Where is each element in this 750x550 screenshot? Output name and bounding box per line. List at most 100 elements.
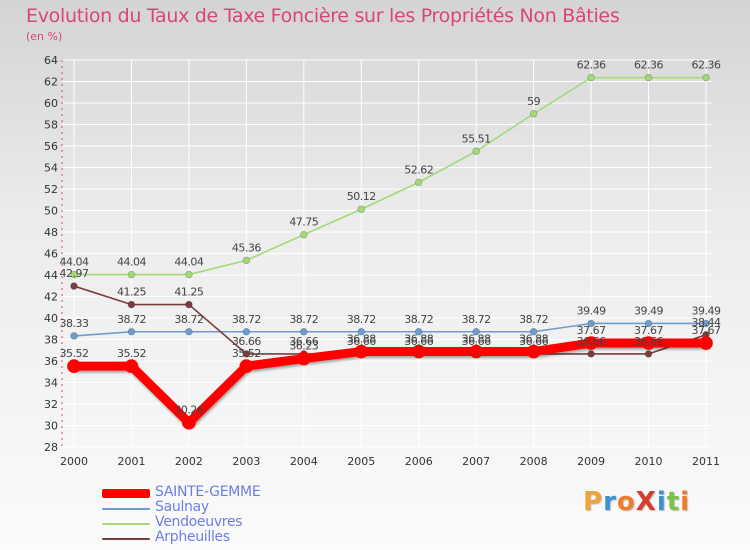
y-tick-label: 44 <box>44 269 58 282</box>
y-tick-label: 64 <box>44 54 58 67</box>
y-tick-label: 46 <box>44 248 58 261</box>
data-label: 36.66 <box>347 335 376 348</box>
data-label: 38.72 <box>232 313 261 326</box>
data-label: 37.67 <box>577 324 606 337</box>
data-point <box>411 344 426 359</box>
y-tick-label: 54 <box>44 162 58 175</box>
data-point <box>644 350 653 358</box>
x-tick-label: 2002 <box>175 455 203 468</box>
data-point <box>242 328 251 336</box>
data-label: 36.88 <box>347 333 376 346</box>
axes: 28 30 32 34 36 38 40 42 44 46 48 50 52 54 56 58 60 62 64 20… <box>44 54 720 468</box>
data-label: 62.36 <box>692 59 721 72</box>
data-label: 36.88 <box>462 333 491 346</box>
data-label: 35.52 <box>232 347 261 360</box>
y-tick-label: 60 <box>44 97 58 110</box>
data-label: 38.72 <box>117 313 146 326</box>
data-label: 35.52 <box>117 347 146 360</box>
x-tick-label: 2007 <box>462 455 490 468</box>
data-label: 39.49 <box>692 304 721 317</box>
data-label: 62.36 <box>634 59 663 72</box>
data-label: 38.72 <box>404 313 433 326</box>
data-label: 36.66 <box>289 335 318 348</box>
data-point <box>529 328 538 336</box>
logo-letter: r <box>603 487 617 517</box>
legend-swatch <box>102 523 150 525</box>
data-label: 38.44 <box>692 316 721 329</box>
data-label: 38.33 <box>60 317 89 330</box>
data-point <box>185 300 193 309</box>
data-point <box>296 351 311 366</box>
data-label: 39.49 <box>577 304 606 317</box>
data-point <box>469 344 484 359</box>
x-tick-label: 2010 <box>635 455 663 468</box>
data-label: 38.72 <box>289 313 318 326</box>
data-label: 39.49 <box>634 304 663 317</box>
logo-letter: X <box>635 487 657 517</box>
data-point <box>414 328 423 336</box>
data-label: 35.52 <box>60 347 89 360</box>
series-line <box>69 338 711 428</box>
series-line <box>73 322 707 337</box>
y-tick-label: 52 <box>44 183 58 196</box>
data-label: 36.88 <box>519 333 548 346</box>
data-label: 36.66 <box>577 335 606 348</box>
logo-letter: i <box>656 487 667 517</box>
data-point <box>182 415 196 430</box>
data-label: 36.66 <box>462 335 491 348</box>
data-point <box>584 336 598 350</box>
legend-swatch <box>102 538 150 540</box>
data-point <box>472 328 480 336</box>
data-point <box>67 359 81 374</box>
x-tick-label: 2004 <box>290 455 318 468</box>
data-label: 38.72 <box>174 313 203 326</box>
data-label: 30.26 <box>174 404 203 417</box>
data-point <box>702 319 710 328</box>
y-tick-label: 36 <box>44 355 58 368</box>
y-tick-label: 28 <box>44 441 58 454</box>
data-point <box>70 270 78 279</box>
data-point <box>526 344 541 359</box>
data-point <box>70 332 78 340</box>
data-label: 50.12 <box>347 190 376 203</box>
data-point <box>242 350 251 358</box>
x-tick-label: 2003 <box>232 455 260 468</box>
data-point <box>300 328 308 336</box>
data-label: 36.66 <box>232 335 261 348</box>
data-label: 37.67 <box>634 324 663 337</box>
y-tick-label: 30 <box>44 420 58 433</box>
legend-swatch <box>102 489 150 498</box>
logo-letter: P <box>583 487 604 517</box>
y-tick-label: 38 <box>44 334 58 347</box>
chart-title: Evolution du Taux de Taxe Foncière sur l… <box>26 5 620 27</box>
logo-letter: o <box>616 487 636 517</box>
legend-label: Arpheuilles <box>155 529 230 545</box>
y-tick-label: 42 <box>44 291 58 304</box>
series-vendoeuvres <box>70 73 710 279</box>
y-tick-label: 40 <box>44 312 58 325</box>
data-label: 38.72 <box>519 313 548 326</box>
data-point <box>70 282 78 290</box>
data-label: 41.25 <box>174 286 203 299</box>
data-point <box>185 270 193 279</box>
data-point <box>242 256 251 265</box>
data-label: 42.97 <box>60 267 89 280</box>
data-point <box>185 328 193 336</box>
grid <box>62 59 712 448</box>
data-point <box>644 319 653 328</box>
data-label: 44.04 <box>174 256 203 269</box>
data-point <box>472 147 480 156</box>
data-label: 36.23 <box>289 340 318 353</box>
x-tick-label: 2006 <box>405 455 433 468</box>
chart-subtitle: (en %) <box>26 30 63 43</box>
y-tick-label: 58 <box>44 119 58 132</box>
series-sainte-gemme <box>67 336 713 430</box>
series-line <box>73 76 707 276</box>
data-label: 37.67 <box>692 324 721 337</box>
x-tick-label: 2011 <box>692 455 720 468</box>
data-point <box>641 336 656 350</box>
proxiti-logo: ProXiti <box>583 487 690 517</box>
data-label: 41.25 <box>117 286 146 299</box>
